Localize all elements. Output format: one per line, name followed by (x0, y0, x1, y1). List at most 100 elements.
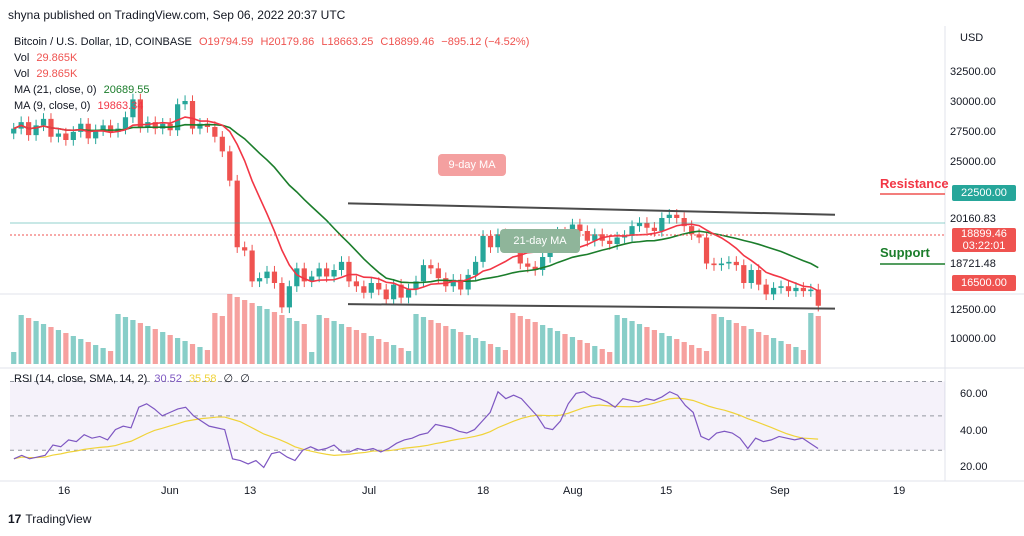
candle (93, 130, 99, 139)
candle (726, 261, 732, 264)
volume-bar (338, 324, 345, 364)
tradingview-logo-icon[interactable]: 17 (8, 512, 22, 526)
volume-bar (629, 321, 635, 364)
candle (353, 281, 360, 287)
candle (338, 261, 345, 270)
volume-bar (517, 316, 523, 364)
candle (107, 125, 114, 132)
volume-bar (428, 320, 434, 364)
candle (391, 284, 397, 300)
volume-bar (666, 336, 672, 364)
currency-label[interactable]: USD (960, 32, 984, 44)
volume-bar (309, 352, 315, 364)
candle (331, 270, 337, 277)
volume-bar (681, 342, 687, 364)
volume-bar (420, 317, 427, 364)
candle (137, 99, 143, 127)
candle (636, 222, 643, 227)
footer: 17 TradingView (8, 512, 91, 526)
price-tick-20160: 20160.83 (950, 213, 996, 225)
rsi-sma-value: 35.58 (188, 373, 217, 385)
volume-bar (18, 315, 24, 364)
volume-bar (175, 338, 181, 364)
candle (78, 123, 84, 132)
volume-bar (100, 348, 106, 364)
volume-bar (577, 340, 583, 364)
volume-bar (271, 312, 278, 364)
candle (480, 235, 486, 262)
volume-bar (204, 350, 211, 364)
rsi-tick-20: 20.00 (960, 461, 988, 473)
vol1-label[interactable]: Vol (14, 52, 30, 64)
volume-bar (532, 322, 538, 364)
ma21-label[interactable]: MA (21, close, 0) (14, 84, 97, 96)
volume-bar (689, 345, 695, 364)
volume-bar (167, 335, 173, 364)
candle (785, 286, 792, 292)
nine-ma-label: 9-day MA (438, 154, 506, 176)
candle (703, 237, 710, 264)
candle (227, 151, 233, 181)
candle (592, 234, 598, 241)
volume-bar (249, 303, 255, 364)
time-tick-jun: Jun (161, 485, 179, 497)
candle (793, 287, 799, 292)
volume-bar (726, 320, 732, 364)
support-price-tag: 16500.00 (952, 275, 1016, 291)
volume-bar (70, 336, 76, 364)
ma9-label[interactable]: MA (9, close, 0) (14, 100, 91, 112)
price-tick-25000: 25000.00 (950, 156, 996, 168)
ma21-line (13, 123, 819, 284)
volume-bar (256, 306, 263, 364)
volume-bar (808, 313, 814, 364)
volume-bar (227, 294, 233, 364)
footer-brand[interactable]: TradingView (25, 512, 92, 526)
time-tick-19: 19 (893, 485, 906, 497)
candle (301, 268, 307, 282)
candle (398, 284, 404, 298)
candle (294, 268, 300, 287)
volume-bar (711, 314, 717, 364)
candle (219, 136, 225, 152)
volume-bar (346, 327, 352, 364)
volume-bar (264, 309, 270, 364)
candle (368, 283, 374, 293)
volume-bar (107, 351, 114, 364)
candle (607, 240, 613, 244)
volume-bar (182, 341, 188, 364)
candle (458, 279, 464, 290)
volume-bar (78, 339, 84, 364)
candle (175, 104, 181, 131)
volume-bar (651, 330, 657, 364)
candle (651, 227, 657, 231)
volume-bar (800, 350, 806, 364)
volume-bar (398, 348, 404, 364)
volume-bar (361, 333, 367, 364)
price-tick-18721: 18721.48 (950, 258, 996, 270)
volume-bar (443, 326, 449, 364)
volume-bar (472, 338, 479, 364)
candle (152, 122, 158, 129)
candle (405, 289, 412, 298)
volume-bar (331, 321, 337, 364)
countdown: 03:22:01 (962, 240, 1006, 252)
volume-bar (63, 333, 69, 364)
volume-bar (487, 344, 494, 364)
candle (279, 283, 285, 308)
candle (681, 218, 687, 227)
candle (741, 265, 747, 283)
vol2-label[interactable]: Vol (14, 68, 30, 80)
volume-bar (323, 318, 330, 364)
rsi-label[interactable]: RSI (14, close, SMA, 14, 2) (14, 373, 148, 385)
volume-bar (160, 332, 166, 364)
symbol-legend: Bitcoin / U.S. Dollar, 1D, COINBASE O197… (14, 34, 529, 50)
volume-bar (495, 347, 501, 364)
candle (815, 289, 821, 306)
candle (420, 265, 427, 282)
candle (525, 263, 531, 267)
volume-bar (450, 329, 456, 364)
resistance-price-tag: 22500.00 (952, 185, 1016, 201)
symbol-name[interactable]: Bitcoin / U.S. Dollar, 1D, COINBASE (14, 36, 192, 48)
candle (413, 281, 419, 290)
volume-bar (756, 332, 762, 364)
